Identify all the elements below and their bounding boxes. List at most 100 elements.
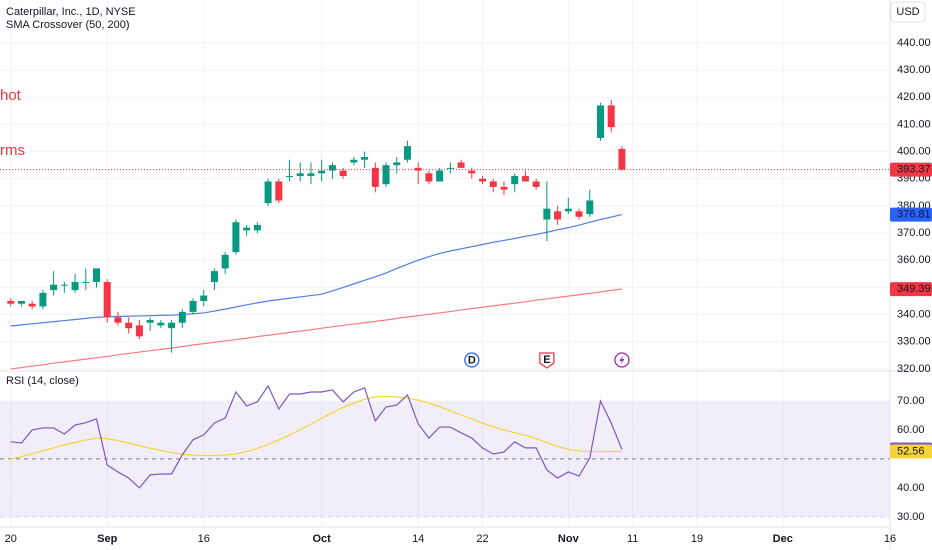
time-axis	[0, 527, 890, 550]
x-tick-label: 14	[412, 533, 424, 545]
candle-body	[264, 181, 272, 204]
overlay-text: rms	[0, 142, 25, 159]
x-tick-label: 20	[5, 533, 17, 545]
candle-body	[307, 173, 315, 177]
candle-body	[479, 178, 487, 182]
candle-body	[457, 162, 465, 168]
candle-body	[210, 271, 218, 282]
candle-body	[146, 320, 154, 323]
candle-body	[17, 300, 25, 304]
candle-body	[50, 284, 58, 291]
event-label: E	[543, 354, 550, 366]
candle-body	[71, 281, 79, 291]
y-tick-label: 70.00	[897, 395, 925, 407]
x-tick-label: 11	[627, 533, 638, 545]
candle-body	[157, 322, 165, 326]
x-tick-label: Oct	[313, 533, 332, 545]
overlay-text: hot	[0, 87, 22, 104]
y-tick-label: 360.00	[897, 254, 931, 266]
indicator-line	[10, 384, 623, 489]
candle-body	[93, 268, 101, 282]
y-tick-label: 400.00	[897, 145, 931, 157]
y-tick-label: 320.00	[897, 363, 931, 375]
candle-body	[232, 222, 240, 253]
candle-body	[511, 176, 519, 185]
y-tick-label: 370.00	[897, 227, 931, 239]
sma-line	[10, 288, 623, 370]
candle-body	[189, 300, 197, 312]
y-tick-label: 340.00	[897, 308, 931, 320]
price-tag-label: 393.37	[897, 164, 931, 176]
price-tag	[890, 444, 932, 459]
rsi-band	[0, 400, 890, 517]
sma-line	[10, 213, 623, 327]
x-tick-label: 16	[198, 533, 210, 545]
candle-body	[586, 200, 594, 215]
candle-body	[125, 322, 133, 329]
candle-body	[7, 300, 15, 304]
candle-body	[318, 170, 326, 174]
labels: 20 Sep 16 Oct 14 22 Nov 11 19 Dec 16 320.00 330.00 34…	[5, 37, 932, 545]
x-tick-label: Dec	[773, 533, 793, 545]
y-tick-label: 430.00	[897, 64, 931, 76]
candle-body	[425, 173, 433, 182]
candle-body	[521, 176, 529, 182]
candle-body	[168, 322, 176, 329]
candle-body	[575, 211, 583, 217]
candle-body	[543, 208, 551, 220]
event-marker	[464, 352, 480, 368]
event-icon	[619, 355, 625, 365]
price-tag	[890, 207, 932, 222]
candle-body	[339, 170, 347, 177]
candle-body	[200, 295, 208, 301]
candle-body	[350, 159, 358, 163]
y-tick-label: 410.00	[897, 118, 931, 130]
currency-button[interactable]	[890, 1, 926, 23]
candle-body	[286, 176, 294, 178]
grid	[0, 0, 891, 527]
candle-body	[500, 186, 508, 190]
price-tag	[890, 282, 932, 297]
candle-body	[221, 254, 229, 269]
candle-body	[532, 181, 540, 187]
candle-body	[243, 227, 251, 231]
price-tag	[890, 162, 932, 177]
candle-body	[178, 311, 186, 323]
event-label: D	[468, 354, 476, 366]
candle-body	[446, 167, 454, 169]
candle-body	[403, 146, 411, 160]
candle-body	[564, 208, 572, 212]
candle-body	[468, 170, 476, 174]
candle-body	[371, 167, 379, 187]
y-tick-label: 330.00	[897, 336, 931, 348]
candle-body	[60, 284, 68, 286]
x-tick-label: 22	[476, 533, 488, 545]
indicator-line	[10, 395, 622, 460]
candle-body	[328, 165, 336, 171]
y-tick-label: 60.00	[897, 424, 925, 436]
candle-body	[28, 303, 36, 307]
indicator-title: SMA Crossover (50, 200)	[6, 19, 130, 31]
price-tag-label: 52.56	[897, 445, 925, 457]
candle-body	[296, 173, 304, 177]
currency[interactable]: USD	[896, 6, 919, 18]
y-tick-label: 420.00	[897, 91, 931, 103]
candle-body	[489, 181, 497, 187]
candle-body	[618, 148, 626, 170]
candle-body	[114, 317, 122, 323]
candle-body	[135, 325, 143, 337]
y-tick-label: 40.00	[897, 482, 925, 494]
candle-body	[82, 281, 90, 283]
candle-body	[103, 281, 111, 318]
price-axis	[890, 0, 932, 550]
x-tick-label: 16	[884, 533, 896, 545]
candle-body	[275, 181, 283, 201]
price-tag-label: 349.39	[897, 283, 931, 295]
chart-title: Caterpillar, Inc., 1D, NYSE	[6, 6, 136, 18]
candle-body	[554, 211, 562, 220]
x-tick-label: Sep	[97, 533, 117, 545]
y-tick-label: 440.00	[897, 37, 931, 49]
candle-body	[382, 165, 390, 185]
